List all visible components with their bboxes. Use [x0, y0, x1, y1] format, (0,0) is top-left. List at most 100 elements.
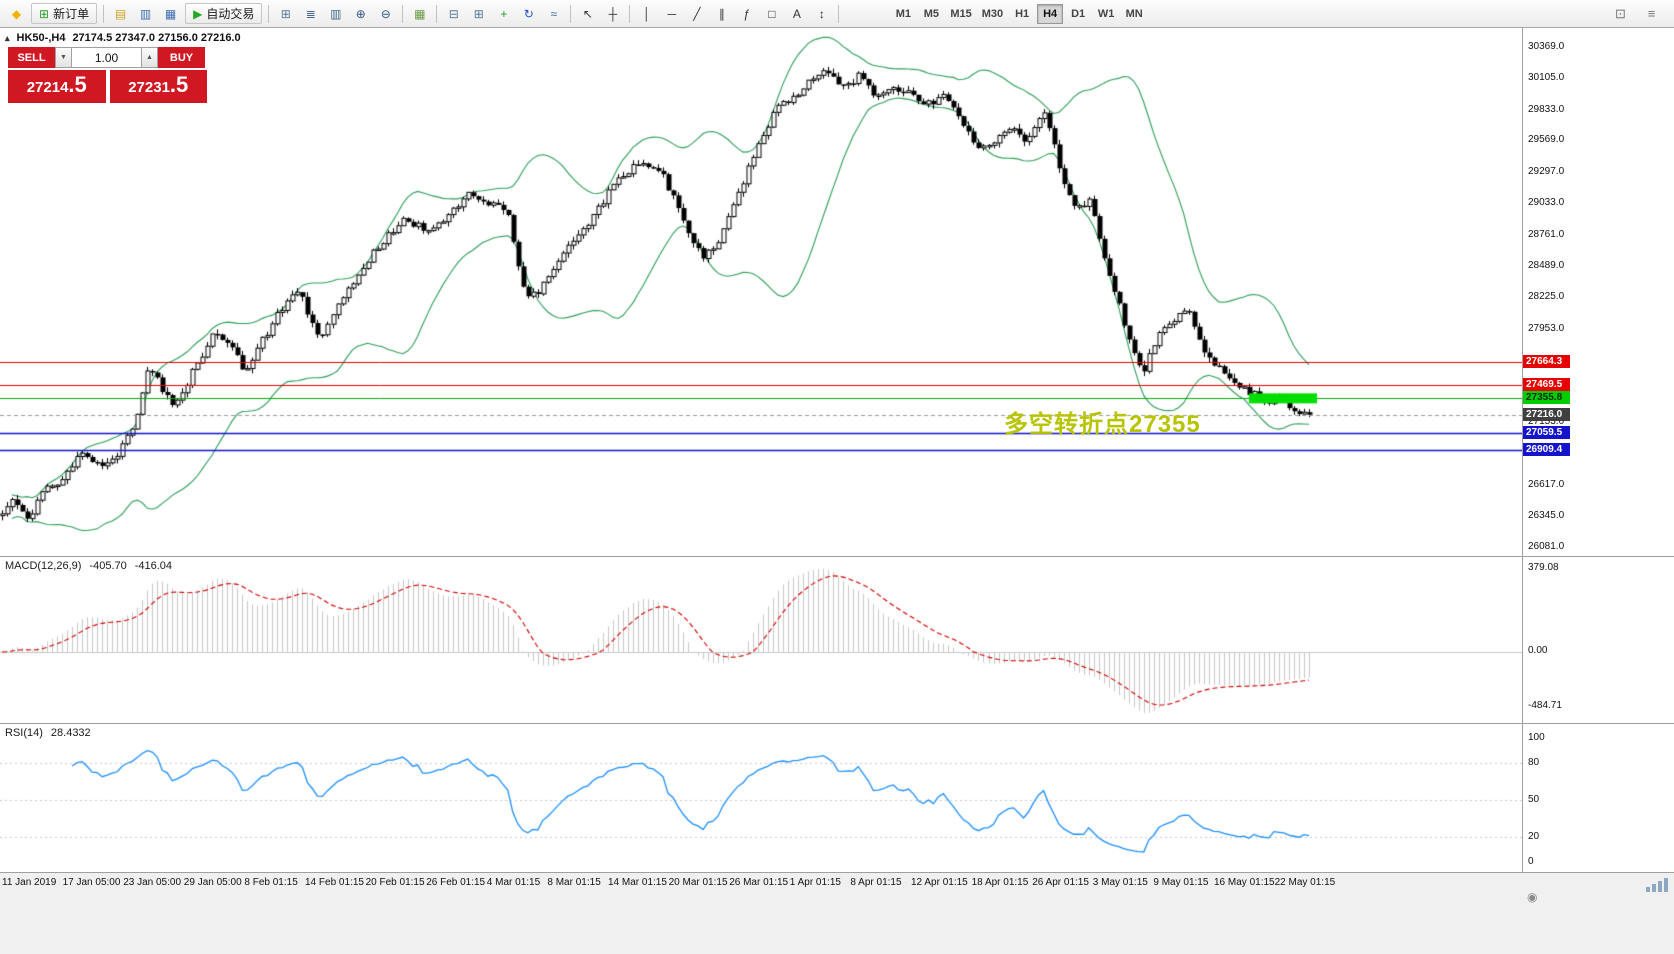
vertical-line-icon[interactable]: │	[635, 4, 658, 24]
trendline-icon[interactable]: ╱	[685, 4, 708, 24]
toolbar-separator	[103, 4, 105, 23]
chart-shift-icon[interactable]: ⊡	[1615, 5, 1626, 21]
bar-chart-icon-glyph: ≣	[305, 6, 316, 21]
date-label: 23 Jan 05:00	[123, 877, 182, 888]
date-label: 16 May 01:15	[1214, 877, 1275, 888]
price-axis[interactable]: 30369.0 30105.0 29833.0 29569.0 29297.0 29033…	[1522, 28, 1674, 872]
cursor-icon[interactable]: ↖	[576, 4, 599, 24]
date-label: 14 Feb 01:15	[305, 877, 364, 888]
date-label: 26 Apr 01:15	[1032, 877, 1089, 888]
timeframe-button-d1[interactable]: D1	[1071, 7, 1086, 20]
menu-more-icon[interactable]: ≡	[1647, 6, 1656, 21]
toolbar-separator	[402, 4, 404, 23]
tile-windows-icon[interactable]: ⊟	[442, 4, 465, 24]
macd-axis-label: -484.71	[1528, 700, 1562, 711]
periods-icon[interactable]: ↻	[517, 4, 540, 24]
new-order-button[interactable]: ⊞ 新订单	[31, 3, 98, 24]
candlestick-chart-icon[interactable]: ▥	[324, 4, 347, 24]
fibonacci-icon[interactable]: ƒ	[735, 4, 758, 24]
rsi-axis-label: 100	[1528, 732, 1545, 743]
price-chart-canvas[interactable]	[0, 28, 1522, 556]
volume-input[interactable]	[72, 47, 141, 68]
zoom-out-icon[interactable]: ⊖	[374, 4, 397, 24]
new-chart-icon-glyph: ⊞	[280, 6, 291, 21]
indicators-icon-glyph: +	[500, 6, 508, 21]
autotrade-glyph: ▶	[193, 6, 203, 21]
toolbar-separator	[629, 4, 631, 23]
crosshair-icon-glyph: ┼	[608, 6, 618, 21]
profiles-icon[interactable]: ▤	[109, 4, 132, 24]
templates-icon[interactable]: ≈	[542, 4, 565, 24]
panel-separator[interactable]	[0, 723, 1674, 724]
timeframe-button-h4[interactable]: H4	[1037, 3, 1064, 24]
rsi-label: RSI(14)	[5, 727, 43, 739]
buy-price-int: 27231	[128, 79, 170, 96]
sell-price-int: 27214	[26, 79, 69, 96]
price-tick-label: 29033.0	[1528, 196, 1565, 208]
channel-icon[interactable]: ∥	[710, 4, 733, 24]
volume-up-button[interactable]: ▲	[141, 47, 158, 68]
date-label: 8 Mar 01:15	[547, 877, 601, 888]
price-tick-label: 26081.0	[1528, 541, 1565, 553]
price-level-badge-red[interactable]: 27469.5	[1523, 378, 1570, 392]
buy-price-display[interactable]: 27231 .5	[109, 70, 207, 103]
app-logo-icon-glyph: ◆	[11, 6, 22, 21]
horizontal-line-icon-glyph: ─	[667, 6, 677, 21]
rsi-header: RSI(14) 28.4332	[5, 727, 91, 739]
indicators-icon[interactable]: +	[492, 4, 515, 24]
time-axis[interactable]: ◉ 11 Jan 2019 17 Jan 05:00 23 Jan 05:00 29 …	[0, 872, 1674, 954]
rsi-canvas[interactable]	[0, 724, 1522, 872]
timeframe-button-m30[interactable]: M30	[981, 7, 1004, 20]
timeframe-button-m5[interactable]: M5	[923, 7, 939, 20]
horizontal-line-icon[interactable]: ─	[660, 4, 683, 24]
sell-button[interactable]: SELL	[8, 47, 55, 68]
arrows-icon[interactable]: ↕	[810, 4, 833, 24]
timeframe-button-m1[interactable]: M1	[895, 7, 911, 20]
date-label: 8 Feb 01:15	[244, 877, 298, 888]
sell-price-display[interactable]: 27214 .5	[8, 70, 106, 103]
app-logo-icon[interactable]: ◆	[5, 4, 28, 24]
timeframe-button-h1[interactable]: H1	[1015, 7, 1030, 20]
data-window-icon[interactable]: ▦	[159, 4, 182, 24]
text-icon[interactable]: A	[785, 4, 808, 24]
date-label: 22 May 01:15	[1274, 877, 1336, 888]
trade-panel-price-row: 27214 .5 27231 .5	[8, 70, 207, 103]
shapes-icon[interactable]: □	[760, 4, 783, 24]
macd-canvas[interactable]	[0, 557, 1522, 723]
price-level-badge-current[interactable]: 27216.0	[1523, 407, 1570, 421]
new-order-glyph: ⊞	[39, 6, 50, 21]
market-watch-icon[interactable]: ▥	[134, 4, 157, 24]
zoom-in-icon[interactable]: ⊕	[349, 4, 372, 24]
autotrade-button[interactable]: ▶ 自动交易	[185, 3, 263, 24]
rsi-axis-label: 20	[1528, 831, 1540, 843]
shapes-icon-glyph: □	[768, 6, 776, 21]
grid-icon[interactable]: ▦	[408, 4, 431, 24]
new-chart-icon[interactable]: ⊞	[274, 4, 297, 24]
symbol-name: HK50-,H4	[16, 32, 66, 44]
camera-icon[interactable]: ◉	[1527, 890, 1538, 904]
panel-separator[interactable]	[0, 556, 1674, 557]
collapse-arrow-icon[interactable]: ▴	[5, 32, 10, 43]
timeframe-button-m15[interactable]: M15	[950, 7, 972, 20]
crosshair-icon[interactable]: ┼	[601, 4, 624, 24]
profiles-icon-glyph: ▤	[114, 6, 127, 21]
channel-icon-glyph: ∥	[718, 6, 725, 21]
volume-down-button[interactable]: ▼	[55, 47, 72, 68]
bar-chart-icon[interactable]: ≣	[299, 4, 322, 24]
toolbar-separator	[268, 4, 270, 23]
date-label: 1 Apr 01:15	[789, 877, 841, 888]
price-tick-label: 28489.0	[1528, 260, 1565, 272]
buy-button[interactable]: BUY	[158, 47, 205, 68]
rsi-axis-label: 80	[1528, 756, 1540, 768]
cascade-windows-icon[interactable]: ⊞	[467, 4, 490, 24]
cascade-windows-icon-glyph: ⊞	[473, 6, 484, 21]
timeframe-button-w1[interactable]: W1	[1097, 7, 1115, 20]
price-level-badge-green[interactable]: 27355.8	[1523, 391, 1570, 405]
price-level-badge-red[interactable]: 27664.3	[1523, 355, 1570, 369]
vertical-line-icon-glyph: │	[643, 6, 651, 21]
cursor-icon-glyph: ↖	[582, 6, 593, 21]
price-level-badge-blue[interactable]: 27059.5	[1523, 425, 1570, 439]
timeframe-button-mn[interactable]: MN	[1125, 7, 1143, 20]
buy-price-dec: .5	[169, 72, 189, 97]
price-level-badge-blue[interactable]: 26909.4	[1523, 443, 1570, 457]
